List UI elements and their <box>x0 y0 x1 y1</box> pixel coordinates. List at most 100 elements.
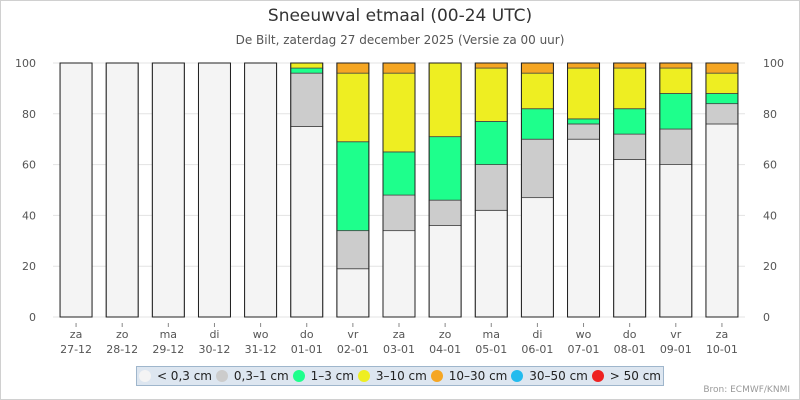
bar-segment <box>659 164 693 318</box>
bar-segment <box>659 62 693 69</box>
bar-segment <box>705 62 739 74</box>
x-tick-day: di <box>532 328 542 341</box>
bar-segment <box>567 67 600 120</box>
bar-segment <box>336 230 370 270</box>
x-tick-date: 06-01 <box>521 343 553 356</box>
legend-item[interactable]: < 0,3 cm <box>138 369 212 383</box>
legend-label: 30–50 cm <box>529 369 588 383</box>
x-tick-day: za <box>716 328 729 341</box>
x-tick-day: ma <box>483 328 500 341</box>
y-tick-label-left: 60 <box>22 159 36 172</box>
bar-segment <box>59 62 93 318</box>
bar-segment <box>105 62 139 318</box>
bar-outline <box>59 62 93 318</box>
x-tick-day: zo <box>439 328 452 341</box>
legend-item[interactable]: 3–10 cm <box>357 369 427 383</box>
x-tick-date: 27-12 <box>60 343 92 356</box>
legend-label: > 50 cm <box>609 369 661 383</box>
bar-segment <box>613 67 647 110</box>
bar-outline <box>567 62 601 318</box>
legend-swatch-icon <box>138 370 151 382</box>
legend-item[interactable]: 30–50 cm <box>511 369 588 383</box>
x-tick-date: 31-12 <box>245 343 277 356</box>
x-tick-day: do <box>300 328 314 341</box>
bar-segment <box>521 72 554 110</box>
bar-outline <box>659 62 693 318</box>
chart-subtitle: De Bilt, zaterdag 27 december 2025 (Vers… <box>235 33 565 47</box>
bar-segment <box>336 62 370 74</box>
bar-segment <box>705 103 739 125</box>
bar-segment <box>659 93 693 130</box>
legend-label: < 0,3 cm <box>156 369 212 383</box>
bar-segment <box>382 62 416 74</box>
y-tick-label-left: 100 <box>15 57 36 70</box>
bars <box>59 62 739 318</box>
bar-segment <box>290 126 324 318</box>
legend-item[interactable]: 10–30 cm <box>430 369 507 383</box>
y-tick-label-left: 80 <box>22 108 36 121</box>
bar-segment <box>521 197 554 318</box>
legend-item[interactable]: 1–3 cm <box>292 369 354 383</box>
x-tick-date: 10-01 <box>706 343 738 356</box>
x-tick-day: ma <box>160 328 177 341</box>
x-tick-date: 03-01 <box>383 343 415 356</box>
bar-outline <box>290 62 324 318</box>
bar-segment <box>567 123 600 140</box>
bar-segment <box>290 62 324 69</box>
x-tick-day: wo <box>576 328 592 341</box>
x-tick-day: za <box>70 328 83 341</box>
bar-segment <box>428 136 462 201</box>
bar-segment <box>290 72 324 127</box>
legend-item[interactable]: > 50 cm <box>591 369 661 383</box>
bar-segment <box>705 93 739 105</box>
bar-outline <box>474 62 508 318</box>
bar-segment <box>382 230 416 318</box>
bar-segment <box>613 108 647 135</box>
x-tick-date: 30-12 <box>198 343 230 356</box>
bar-segment <box>474 67 508 122</box>
y-tick-label-right: 0 <box>763 311 770 324</box>
bar-outline <box>613 62 647 318</box>
legend-label: 0,3–1 cm <box>233 369 289 383</box>
bar-segment <box>336 72 370 143</box>
x-tick-date: 28-12 <box>106 343 138 356</box>
legend-swatch-icon <box>292 370 305 382</box>
bar-segment <box>659 128 693 165</box>
legend-item[interactable]: 0,3–1 cm <box>215 369 289 383</box>
bar-segment <box>567 62 600 69</box>
bar-segment <box>382 194 416 232</box>
bar-segment <box>705 72 739 94</box>
legend-swatch-icon <box>357 370 370 382</box>
y-tick-label-right: 60 <box>763 159 777 172</box>
bar-segment <box>151 62 185 318</box>
y-tick-label-right: 20 <box>763 260 777 273</box>
x-axis-labels: za 27-12 zo 28-12 ma 29-12 di 30-12 wo 31-12 do 01-… <box>60 323 738 356</box>
bar-segment <box>474 164 508 211</box>
bar-outline <box>382 62 416 318</box>
bar-segment <box>382 151 416 196</box>
x-tick-day: za <box>393 328 406 341</box>
x-tick-date: 09-01 <box>660 343 692 356</box>
bar-segment <box>336 268 370 318</box>
legend-swatch-icon <box>591 370 604 382</box>
x-tick-day: do <box>623 328 637 341</box>
legend-swatch-icon <box>511 370 524 382</box>
x-tick-date: 08-01 <box>614 343 646 356</box>
x-tick-date: 02-01 <box>337 343 369 356</box>
bar-outline <box>705 62 739 318</box>
x-tick-date: 05-01 <box>475 343 507 356</box>
x-tick-day: vr <box>347 328 359 341</box>
y-tick-label-left: 40 <box>22 209 36 222</box>
x-tick-date: 01-01 <box>291 343 323 356</box>
y-axis-left: 0 20 40 60 80 100 <box>15 57 36 324</box>
bar-segment <box>613 62 647 69</box>
bar-segment <box>244 62 278 318</box>
y-tick-label-left: 20 <box>22 260 36 273</box>
bar-segment <box>613 133 647 160</box>
bar-segment <box>521 62 554 74</box>
x-tick-date: 07-01 <box>568 343 600 356</box>
legend-label: 3–10 cm <box>375 369 427 383</box>
bar-outline <box>520 62 554 318</box>
y-tick-label-right: 80 <box>763 108 777 121</box>
